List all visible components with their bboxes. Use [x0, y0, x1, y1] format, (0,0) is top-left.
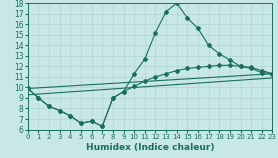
X-axis label: Humidex (Indice chaleur): Humidex (Indice chaleur)	[86, 143, 214, 152]
